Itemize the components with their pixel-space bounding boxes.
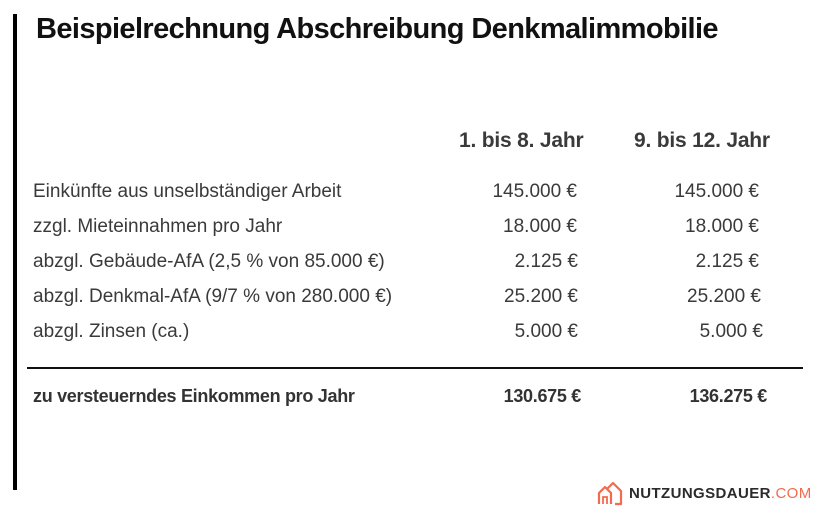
brand-logo: NUTZUNGSDAUER .COM	[597, 480, 812, 506]
row-value-period-2: 145.000 €	[674, 181, 759, 202]
table-row: zzgl. Mieteinnahmen pro Jahr 18.000 € 18…	[0, 216, 825, 246]
logo-brand-text: NUTZUNGSDAUER	[629, 484, 771, 502]
total-label: zu versteuerndes Einkommen pro Jahr	[33, 386, 355, 406]
accent-bar	[13, 14, 17, 490]
table-row: abzgl. Zinsen (ca.) 5.000 € 5.000 €	[0, 321, 825, 351]
row-label: abzgl. Gebäude-AfA (2,5 % von 85.000 €)	[33, 251, 385, 272]
row-value-period-2: 2.125 €	[695, 251, 759, 272]
table-row: abzgl. Denkmal-AfA (9/7 % von 280.000 €)…	[0, 286, 825, 316]
row-value-period-2: 5.000 €	[699, 321, 763, 342]
total-row: zu versteuerndes Einkommen pro Jahr 130.…	[0, 386, 825, 416]
row-value-period-1: 145.000 €	[492, 181, 577, 202]
row-value-period-1: 2.125 €	[514, 251, 578, 272]
column-header-years-9-12: 9. bis 12. Jahr	[634, 129, 770, 152]
house-icon	[597, 481, 623, 506]
total-divider	[27, 367, 803, 369]
row-label: Einkünfte aus unselbständiger Arbeit	[33, 181, 342, 202]
row-value-period-2: 25.200 €	[687, 286, 761, 307]
row-value-period-1: 25.200 €	[504, 286, 578, 307]
table-row: Einkünfte aus unselbständiger Arbeit 145…	[0, 181, 825, 211]
table-row: abzgl. Gebäude-AfA (2,5 % von 85.000 €) …	[0, 251, 825, 281]
row-label: zzgl. Mieteinnahmen pro Jahr	[33, 216, 283, 237]
row-value-period-1: 18.000 €	[503, 216, 577, 237]
logo-tld-text: .COM	[770, 484, 812, 502]
page-title: Beispielrechnung Abschreibung Denkmalimm…	[36, 13, 719, 45]
row-value-period-1: 5.000 €	[514, 321, 578, 342]
row-value-period-2: 18.000 €	[685, 216, 759, 237]
column-header-years-1-8: 1. bis 8. Jahr	[459, 129, 584, 152]
row-label: abzgl. Zinsen (ca.)	[33, 321, 190, 342]
row-label: abzgl. Denkmal-AfA (9/7 % von 280.000 €)	[33, 286, 393, 307]
total-value-period-2: 136.275 €	[689, 386, 768, 406]
total-value-period-1: 130.675 €	[503, 386, 582, 406]
